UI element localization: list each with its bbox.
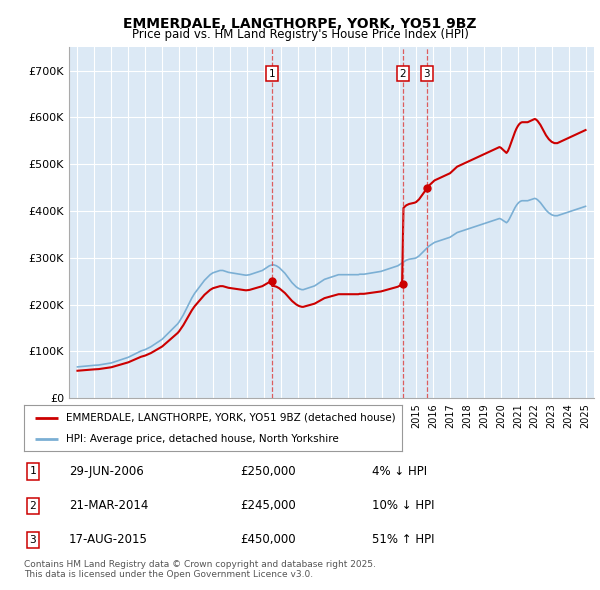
Text: 2: 2 (29, 501, 37, 510)
Text: EMMERDALE, LANGTHORPE, YORK, YO51 9BZ: EMMERDALE, LANGTHORPE, YORK, YO51 9BZ (123, 17, 477, 31)
Text: £450,000: £450,000 (240, 533, 296, 546)
Text: HPI: Average price, detached house, North Yorkshire: HPI: Average price, detached house, Nort… (65, 434, 338, 444)
Text: 3: 3 (424, 68, 430, 78)
Text: 4% ↓ HPI: 4% ↓ HPI (372, 465, 427, 478)
Text: £250,000: £250,000 (240, 465, 296, 478)
Text: 29-JUN-2006: 29-JUN-2006 (69, 465, 144, 478)
Text: 21-MAR-2014: 21-MAR-2014 (69, 499, 148, 512)
Text: 1: 1 (29, 467, 37, 476)
Text: 17-AUG-2015: 17-AUG-2015 (69, 533, 148, 546)
Text: 2: 2 (400, 68, 406, 78)
Text: £245,000: £245,000 (240, 499, 296, 512)
Text: EMMERDALE, LANGTHORPE, YORK, YO51 9BZ (detached house): EMMERDALE, LANGTHORPE, YORK, YO51 9BZ (d… (65, 413, 395, 423)
Text: 3: 3 (29, 535, 37, 545)
Text: Price paid vs. HM Land Registry's House Price Index (HPI): Price paid vs. HM Land Registry's House … (131, 28, 469, 41)
Text: 10% ↓ HPI: 10% ↓ HPI (372, 499, 434, 512)
Text: 51% ↑ HPI: 51% ↑ HPI (372, 533, 434, 546)
Text: 1: 1 (269, 68, 275, 78)
Text: Contains HM Land Registry data © Crown copyright and database right 2025.
This d: Contains HM Land Registry data © Crown c… (24, 560, 376, 579)
